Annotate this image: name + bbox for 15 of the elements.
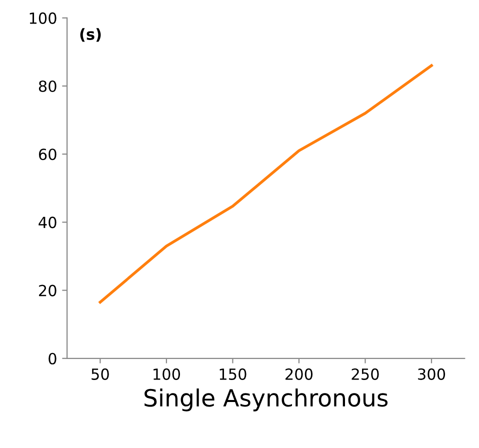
y-tick-label: 60	[38, 148, 56, 160]
x-tick-label: 200	[286, 368, 313, 380]
y-axis-title: (s)	[80, 28, 101, 42]
y-tick-label: 100	[30, 12, 56, 24]
line-series	[98, 64, 433, 304]
x-axis-title: Single Asynchronous	[144, 388, 388, 412]
x-tick-label: 250	[352, 368, 379, 380]
x-tick-label: 100	[154, 368, 180, 380]
x-tick-label: 50	[92, 368, 109, 380]
x-tick-label: 300	[418, 368, 446, 380]
y-tick-label: 80	[38, 80, 56, 92]
y-tick-label: 40	[38, 216, 56, 228]
y-tick-label: 0	[48, 352, 56, 364]
y-tick-label: 20	[39, 284, 56, 296]
x-tick-label: 150	[220, 368, 246, 380]
